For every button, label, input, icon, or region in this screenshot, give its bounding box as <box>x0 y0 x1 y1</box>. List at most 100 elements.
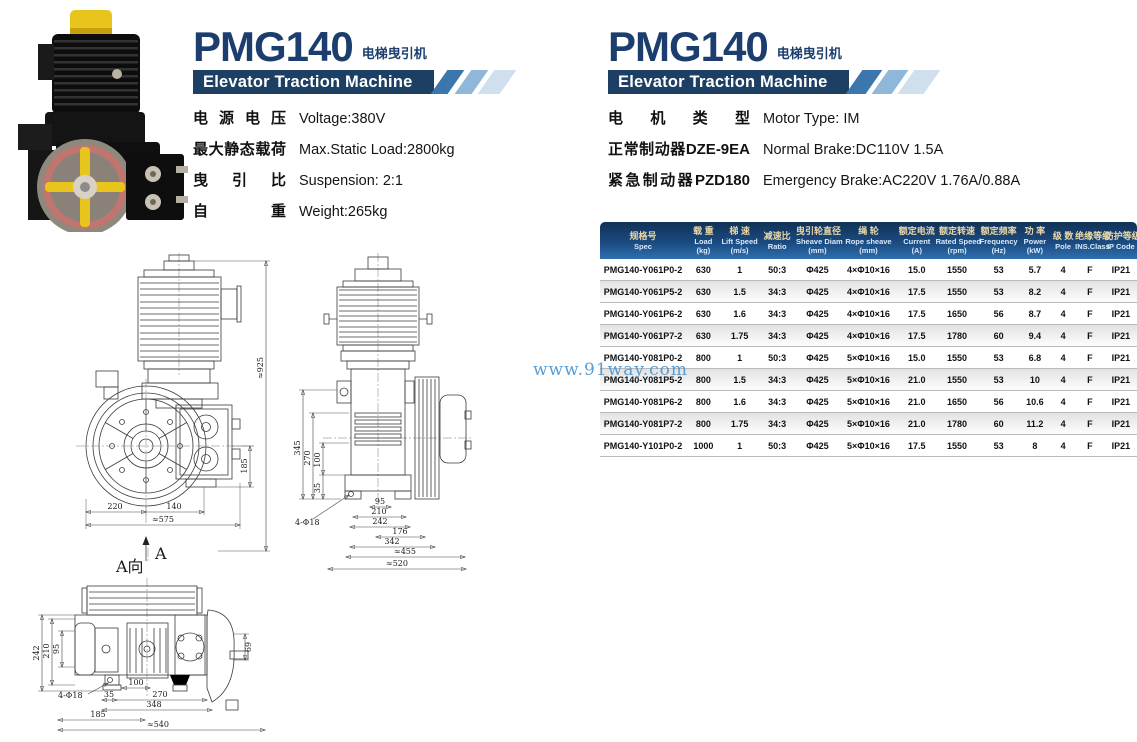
table-cell: 4×Φ10×16 <box>838 280 898 303</box>
spec-label: 电源电压 <box>193 110 286 128</box>
table-cell: 630 <box>685 324 721 347</box>
table-cell: PMG140-Y081P5-2 <box>600 368 686 391</box>
table-cell: 4 <box>1051 412 1076 435</box>
table-cell: 10.6 <box>1018 390 1051 413</box>
table-cell: F <box>1075 346 1105 369</box>
dim-label: 35 <box>104 690 114 699</box>
table-cell: 5×Φ10×16 <box>838 390 898 413</box>
rope-sheave-top <box>81 585 203 616</box>
table-cell: F <box>1075 390 1105 413</box>
top-view-drawing: A向 242 210 95 <box>32 548 340 740</box>
dim-label: 176 <box>392 527 407 536</box>
table-cell: 1780 <box>935 412 979 435</box>
view-label: A向 <box>115 557 144 576</box>
table-cell: IP21 <box>1104 346 1137 369</box>
dimension-lines: 220 140 ≈575 185 ≈925 A <box>86 261 270 563</box>
table-cell: 53 <box>978 368 1019 391</box>
spec-value: Voltage:380V <box>299 111 386 128</box>
table-cell: IP21 <box>1104 324 1137 347</box>
table-cell: 1.6 <box>720 302 759 325</box>
spec-label: 正常制动器DZE-9EA <box>608 141 750 159</box>
side-view-drawing: 345 270 100 35 4-Φ18 95 210 242 176 342 … <box>293 253 473 575</box>
table-cell: 4×Φ10×16 <box>838 324 898 347</box>
hole-label: 4-Φ18 <box>295 518 320 527</box>
table-row: PMG140-Y081P6-2 800 1.6 34:3 Φ425 5×Φ10×16 21.… <box>600 390 1137 413</box>
model-subtitle-cn: 电梯曳引机 <box>776 46 842 62</box>
table-cell: 60 <box>978 412 1019 435</box>
left-spec-panel: PMG140 电梯曳引机 Elevator Traction Machine 电… <box>193 25 517 231</box>
table-cell: PMG140-Y101P0-2 <box>600 434 686 457</box>
table-cell: 10 <box>1018 368 1051 391</box>
table-row: PMG140-Y081P5-2 800 1.5 34:3 Φ425 5×Φ10×16 21.… <box>600 368 1137 391</box>
table-cell: 8.2 <box>1018 280 1051 303</box>
section-banner: Elevator Traction Machine <box>193 70 517 95</box>
column-header: 额定转速 Rated Speed (rpm) <box>935 222 981 259</box>
dim-label: 342 <box>384 537 399 546</box>
table-cell: 1.75 <box>720 324 759 347</box>
table-cell: 800 <box>685 346 721 369</box>
table-cell: 5×Φ10×16 <box>838 368 898 391</box>
table-cell: 1000 <box>685 434 721 457</box>
dim-label: 270 <box>152 690 167 699</box>
table-cell: Φ425 <box>795 368 839 391</box>
table-cell: 1550 <box>935 280 979 303</box>
sheave-wheel <box>37 139 133 232</box>
table-cell: 1650 <box>935 302 979 325</box>
table-cell: 21.0 <box>897 390 936 413</box>
table-cell: 1 <box>720 434 759 457</box>
machine-body-top <box>74 609 249 711</box>
table-cell: 1.5 <box>720 280 759 303</box>
dim-label: 210 <box>371 507 386 516</box>
spec-label: 电机类型 <box>608 110 750 128</box>
table-cell: 1.75 <box>720 412 759 435</box>
column-header: 绳 轮 Rope sheave (mm) <box>838 222 898 259</box>
table-cell: PMG140-Y081P6-2 <box>600 390 686 413</box>
table-cell: 50:3 <box>758 346 796 369</box>
watermark: www.91way.com <box>533 360 688 380</box>
table-cell: 50:3 <box>758 259 796 281</box>
table-cell: Φ425 <box>795 412 839 435</box>
spec-table: 规格号 Spec 载 重 Load (kg) 梯 速 Lift Speed (m/s) 减速比 R… <box>600 222 1137 457</box>
table-row: PMG140-Y081P7-2 800 1.75 34:3 Φ425 5×Φ10×16 21… <box>600 412 1137 435</box>
spec-list: 电机类型 Motor Type: IM 正常制动器DZE-9EA Normal … <box>608 107 1020 190</box>
table-cell: Φ425 <box>795 346 839 369</box>
table-cell: F <box>1075 368 1105 391</box>
table-cell: 1.6 <box>720 390 759 413</box>
table-cell: PMG140-Y081P7-2 <box>600 412 686 435</box>
spec-value: Normal Brake:DC110V 1.5A <box>763 142 944 159</box>
right-spec-panel: PMG140 电梯曳引机 Elevator Traction Machine 电… <box>608 23 1020 200</box>
spec-row: 自重 Weight:265kg <box>193 200 508 221</box>
column-header: 曳引轮直径 Sheave Diam (mm) <box>795 222 843 259</box>
spec-table-head-row: 规格号 Spec 载 重 Load (kg) 梯 速 Lift Speed (m/s) 减速比 R… <box>600 222 1137 259</box>
table-cell: 34:3 <box>758 368 796 391</box>
table-cell: PMG140-Y061P0-2 <box>600 259 686 281</box>
table-cell: Φ425 <box>795 390 839 413</box>
table-cell: Φ425 <box>795 280 839 303</box>
table-cell: F <box>1075 280 1105 303</box>
spec-row: 电机类型 Motor Type: IM <box>608 107 953 128</box>
spec-value: Weight:265kg <box>299 204 388 221</box>
section-arrow-label: A <box>154 544 167 563</box>
spec-label: 自重 <box>193 203 286 221</box>
table-cell: 800 <box>685 412 721 435</box>
motor-cap <box>70 10 112 36</box>
model-title: PMG140 <box>608 23 769 70</box>
model-subtitle-cn: 电梯曳引机 <box>361 46 427 62</box>
spec-value: Suspension: 2:1 <box>299 173 403 190</box>
table-cell: 17.5 <box>897 280 936 303</box>
spec-value: Emergency Brake:AC220V 1.76A/0.88A <box>763 173 1021 190</box>
product-photo <box>18 10 188 232</box>
table-cell: 56 <box>978 302 1019 325</box>
table-cell: Φ425 <box>795 259 839 281</box>
table-cell: 9.4 <box>1018 324 1051 347</box>
table-cell: 6.8 <box>1018 346 1051 369</box>
table-cell: 34:3 <box>758 412 796 435</box>
gearbox-body <box>95 368 219 409</box>
dim-label: 210 <box>42 643 51 658</box>
brake-assembly <box>175 404 241 488</box>
table-cell: 53 <box>978 434 1019 457</box>
table-row: PMG140-Y061P7-2 630 1.75 34:3 Φ425 4×Φ10×16 17… <box>600 324 1137 347</box>
table-cell: 5.7 <box>1018 259 1051 281</box>
spec-row: 正常制动器DZE-9EA Normal Brake:DC110V 1.5A <box>608 138 953 159</box>
table-cell: 4 <box>1051 302 1076 325</box>
